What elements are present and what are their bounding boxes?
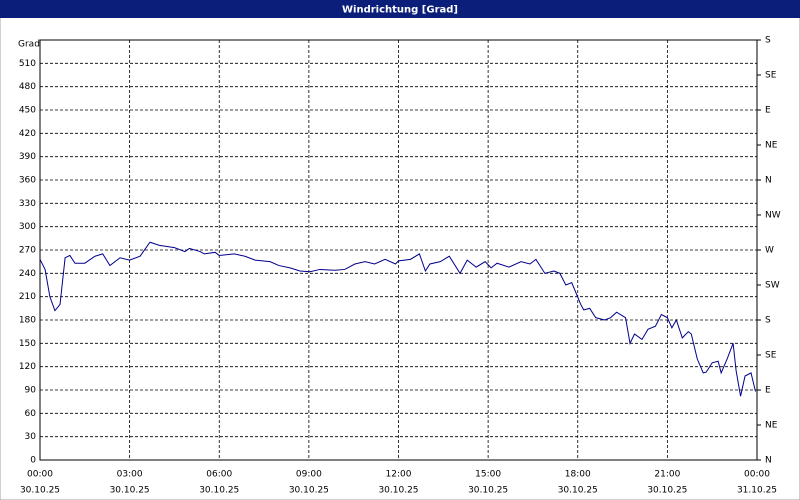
y2-tick-label: E [765, 386, 771, 396]
title-bar [0, 0, 800, 18]
x-tick-label: 12:00 [386, 470, 412, 480]
y2-tick-label: SE [765, 351, 777, 361]
x-tick-label: 06:00 [206, 470, 232, 480]
y2-tick-label: N [765, 456, 772, 466]
y2-tick-label: NE [765, 421, 778, 431]
x-tick-date: 30.10.25 [558, 486, 598, 496]
x-tick-label: 18:00 [565, 470, 591, 480]
y-tick-label: 240 [19, 269, 36, 279]
y2-tick-label: W [765, 246, 774, 256]
y2-tick-label: N [765, 176, 772, 186]
y-axis-label: Grad [18, 40, 40, 50]
y2-tick-label: S [765, 36, 771, 46]
x-tick-date: 30.10.25 [110, 486, 150, 496]
y2-tick-label: E [765, 106, 771, 116]
y-tick-label: 360 [19, 176, 36, 186]
y2-tick-label: NE [765, 141, 778, 151]
x-tick-date: 30.10.25 [289, 486, 329, 496]
x-tick-label: 03:00 [117, 470, 143, 480]
y-tick-label: 420 [19, 129, 36, 139]
x-tick-label: 00:00 [27, 470, 53, 480]
y-tick-label: 60 [25, 409, 37, 419]
y-tick-label: 120 [19, 362, 36, 372]
x-tick-date: 30.10.25 [647, 486, 687, 496]
x-tick-date: 31.10.25 [737, 486, 777, 496]
y2-tick-label: SW [765, 281, 780, 291]
y2-tick-label: S [765, 316, 771, 326]
x-tick-date: 30.10.25 [199, 486, 239, 496]
y-tick-label: 180 [19, 316, 36, 326]
x-tick-label: 00:00 [744, 470, 770, 480]
y-tick-label: 450 [19, 106, 36, 116]
y-tick-label: 480 [19, 82, 36, 92]
chart-title: Windrichtung [Grad] [342, 5, 458, 16]
y-tick-label: 150 [19, 339, 36, 349]
y-tick-label: 510 [19, 59, 36, 69]
x-tick-label: 15:00 [475, 470, 501, 480]
y2-tick-label: SE [765, 71, 777, 81]
y-tick-label: 30 [25, 432, 37, 442]
x-tick-label: 09:00 [296, 470, 322, 480]
data-line [39, 241, 756, 397]
x-tick-date: 30.10.25 [468, 486, 508, 496]
y-tick-label: 330 [19, 199, 36, 209]
y-tick-label: 0 [30, 456, 36, 466]
y-tick-label: 210 [19, 292, 36, 302]
y-tick-label: 300 [19, 222, 36, 232]
x-tick-label: 21:00 [654, 470, 680, 480]
x-tick-date: 30.10.25 [378, 486, 418, 496]
y2-tick-label: NW [765, 211, 781, 221]
x-tick-date: 30.10.25 [20, 486, 60, 496]
y-tick-label: 390 [19, 152, 36, 162]
y-tick-label: 90 [25, 386, 37, 396]
y-tick-label: 270 [19, 246, 36, 256]
